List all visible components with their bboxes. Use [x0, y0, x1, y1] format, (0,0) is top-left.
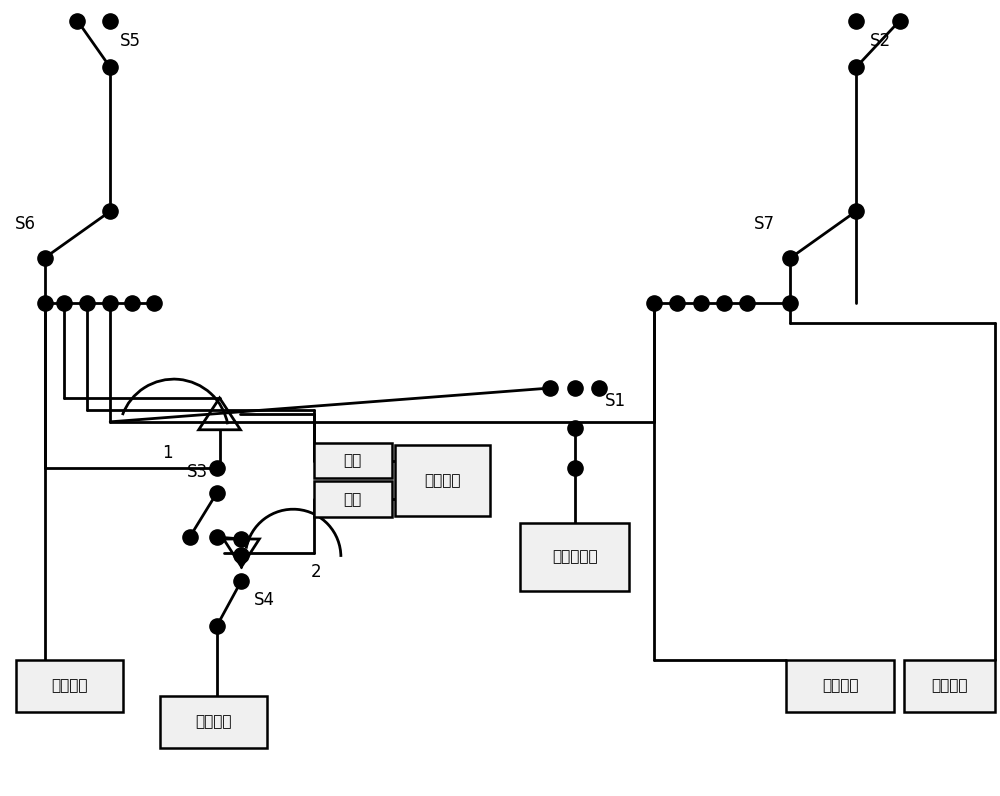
Text: 1: 1 — [162, 443, 173, 462]
Text: 电源: 电源 — [344, 453, 362, 468]
Point — [567, 382, 583, 395]
Point — [182, 531, 198, 544]
Point — [669, 296, 685, 309]
Point — [56, 296, 72, 309]
Text: S4: S4 — [253, 591, 274, 609]
Point — [209, 620, 225, 633]
Point — [646, 296, 662, 309]
Text: S5: S5 — [120, 33, 141, 50]
Text: 电源: 电源 — [344, 492, 362, 507]
Text: S7: S7 — [754, 215, 775, 233]
Text: S2: S2 — [870, 33, 891, 50]
Point — [693, 296, 709, 309]
Point — [102, 296, 118, 309]
Point — [739, 296, 755, 309]
Point — [146, 296, 162, 309]
Point — [716, 296, 732, 309]
Bar — [904, 660, 995, 712]
Text: 控制模块: 控制模块 — [424, 473, 461, 488]
Bar — [786, 660, 894, 712]
Text: 源输出端: 源输出端 — [51, 678, 88, 693]
Point — [124, 296, 140, 309]
Text: S6: S6 — [15, 215, 36, 233]
Point — [848, 205, 864, 217]
Bar — [314, 482, 392, 517]
Point — [892, 14, 908, 27]
Point — [102, 14, 118, 27]
Text: 源输入端: 源输入端 — [195, 714, 232, 729]
Point — [209, 461, 225, 474]
Text: 信号发生器: 信号发生器 — [552, 549, 597, 564]
Text: S3: S3 — [187, 463, 208, 482]
Point — [567, 421, 583, 434]
Bar — [314, 443, 392, 478]
Bar — [520, 523, 629, 591]
Point — [567, 461, 583, 474]
Bar — [395, 445, 490, 516]
Point — [782, 296, 798, 309]
Point — [79, 296, 95, 309]
Point — [848, 61, 864, 74]
Text: 第二端口: 第二端口 — [931, 678, 968, 693]
Point — [233, 548, 249, 561]
Point — [102, 61, 118, 74]
Point — [591, 382, 607, 395]
Text: S1: S1 — [604, 392, 626, 410]
Point — [782, 252, 798, 264]
Point — [233, 575, 249, 587]
Point — [209, 531, 225, 544]
Bar — [16, 660, 123, 712]
Point — [848, 14, 864, 27]
Point — [37, 252, 53, 264]
Point — [209, 487, 225, 500]
Point — [233, 533, 249, 545]
Bar — [160, 696, 267, 747]
Text: 2: 2 — [311, 563, 322, 581]
Point — [69, 14, 85, 27]
Point — [542, 382, 558, 395]
Point — [37, 296, 53, 309]
Point — [102, 205, 118, 217]
Text: 第一端口: 第一端口 — [822, 678, 858, 693]
